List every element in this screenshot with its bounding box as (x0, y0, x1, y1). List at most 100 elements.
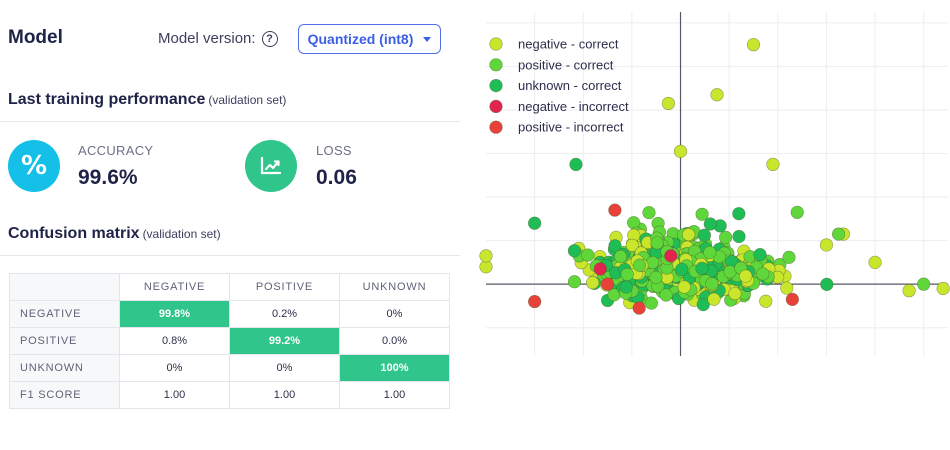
row-header: F1 SCORE (9, 381, 120, 409)
table-cell: 0% (339, 300, 450, 328)
data-point (732, 207, 746, 221)
data-point (675, 262, 689, 277)
trend-chart-icon (245, 140, 297, 192)
data-point (753, 248, 767, 262)
confusion-matrix-table: NEGATIVE POSITIVE UNKNOWN NEGATIVE 99.8%… (9, 273, 450, 409)
confusion-subtitle: (validation set) (142, 227, 221, 241)
legend-label: negative - incorrect (518, 99, 629, 114)
data-point (650, 236, 664, 250)
row-header: UNKNOWN (9, 354, 120, 382)
data-point (820, 277, 834, 291)
model-version-text: Model version: (158, 30, 256, 47)
confusion-title: Confusion matrix (8, 225, 140, 242)
data-point (620, 267, 634, 281)
table-cell: 1.00 (339, 381, 450, 409)
chart-points (479, 38, 950, 315)
chart-legend: negative - correct positive - correct unkn… (489, 37, 629, 135)
data-point (936, 281, 950, 296)
legend-marker (489, 78, 503, 93)
data-point (917, 277, 931, 291)
data-point (703, 217, 717, 231)
accuracy-value: 99.6% (78, 166, 138, 189)
data-point (593, 262, 607, 276)
data-point (625, 238, 639, 252)
legend-marker (489, 58, 503, 72)
column-header: POSITIVE (229, 273, 340, 301)
data-point (664, 249, 678, 263)
table-cell: 0.0% (339, 327, 450, 355)
data-point (614, 249, 628, 264)
data-point (697, 228, 712, 242)
data-point (479, 249, 493, 263)
data-point (705, 277, 719, 291)
legend-label: positive - incorrect (518, 120, 624, 135)
model-version-label: Model version: ? (158, 30, 278, 47)
data-point (710, 88, 724, 102)
data-point (632, 301, 646, 315)
model-panel: Model Model version: ? Quantized (int8) … (0, 0, 468, 450)
data-point (677, 280, 691, 294)
legend-marker (489, 99, 503, 113)
data-point (632, 258, 647, 272)
percent-icon: % (8, 140, 60, 192)
data-point (528, 294, 542, 309)
data-point (790, 205, 804, 219)
accuracy-label: ACCURACY (78, 143, 154, 158)
table-row: F1 SCORE 1.00 1.00 1.00 (9, 381, 450, 409)
legend-label: unknown - correct (518, 78, 622, 93)
legend-label: positive - correct (518, 57, 614, 72)
data-point (567, 244, 582, 258)
data-point (608, 239, 622, 253)
legend-marker (489, 37, 503, 51)
data-point (766, 157, 780, 172)
data-point (746, 38, 761, 52)
model-title: Model (8, 27, 63, 48)
data-point (739, 269, 753, 283)
data-point (585, 276, 600, 290)
data-point (902, 284, 916, 298)
table-cell: 0% (229, 354, 340, 382)
loss-value: 0.06 (316, 166, 357, 189)
data-point (732, 229, 746, 244)
loss-label: LOSS (316, 143, 352, 158)
feature-scatter-plot[interactable]: negative - correct positive - correct unkn… (476, 0, 950, 450)
table-row: POSITIVE 0.8% 99.2% 0.0% (9, 327, 450, 355)
data-point (661, 96, 675, 111)
data-point (696, 297, 710, 312)
feature-explorer-panel: negative - correct positive - correct unkn… (476, 0, 950, 450)
data-point (600, 277, 615, 291)
column-header: NEGATIVE (119, 273, 230, 301)
row-header: NEGATIVE (9, 300, 120, 328)
divider (0, 255, 460, 256)
data-point (782, 250, 796, 264)
data-point (703, 245, 717, 260)
data-point (569, 157, 583, 172)
confusion-section-title: Confusion matrix (validation set) (8, 225, 221, 243)
legend-marker (489, 120, 503, 134)
table-cell: 1.00 (229, 381, 340, 409)
question-circle-icon[interactable]: ? (261, 30, 278, 47)
performance-subtitle: (validation set) (208, 93, 287, 107)
table-cell: 99.8% (119, 300, 230, 328)
table-cell: 100% (339, 354, 450, 382)
data-point (831, 227, 846, 241)
legend-label: negative - correct (518, 37, 619, 52)
data-point (719, 230, 733, 244)
model-version-dropdown[interactable]: Quantized (int8) (298, 24, 441, 54)
caret-down-icon (423, 36, 432, 42)
data-point (759, 294, 773, 308)
column-header: UNKNOWN (339, 273, 450, 301)
table-cell: 0.8% (119, 327, 230, 355)
model-version-value: Quantized (int8) (307, 31, 414, 47)
data-point (673, 144, 688, 158)
table-cell: 1.00 (119, 381, 230, 409)
data-point (785, 292, 799, 306)
table-row: NEGATIVE 99.8% 0.2% 0% (9, 300, 450, 328)
data-point (819, 238, 834, 252)
table-cell: 99.2% (229, 327, 340, 355)
data-point (682, 227, 696, 242)
data-point (707, 292, 721, 306)
data-point (642, 206, 656, 220)
table-header-row: NEGATIVE POSITIVE UNKNOWN (9, 273, 450, 301)
data-point (644, 296, 658, 310)
